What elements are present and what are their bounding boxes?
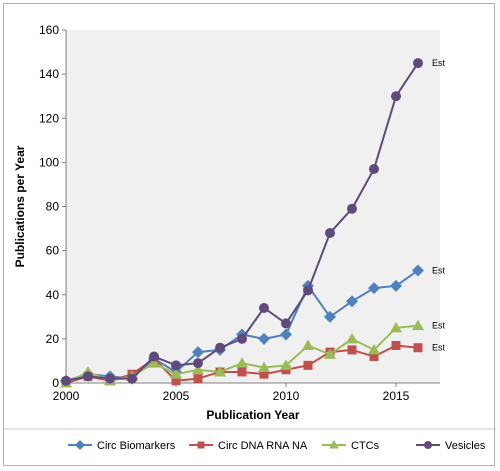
data-point-circ-dna-rna-na: [413, 343, 423, 353]
data-point-vesicles: [61, 375, 71, 386]
y-tick-label: 80: [46, 200, 60, 214]
line-chart: 0 20 40 60 80 100 120 140 160 2000 2005 2010 2015 E…: [4, 23, 496, 452]
data-point-circ-biomarkers: [280, 328, 292, 341]
x-tick-label: 2005: [163, 389, 190, 403]
data-point-circ-dna-rna-na: [347, 345, 357, 355]
data-point-vesicles: [413, 58, 423, 69]
data-point-vesicles: [83, 371, 93, 382]
y-tick-label: 40: [46, 288, 60, 302]
annotation-label: Est: [432, 321, 446, 331]
data-point-circ-dna-rna-na: [237, 367, 247, 377]
data-point-vesicles: [325, 227, 335, 238]
y-tick-label: 60: [46, 244, 60, 258]
data-point-vesicles: [171, 360, 181, 371]
data-point-vesicles: [237, 333, 247, 344]
legend: Circ Biomarkers Circ DNA RNA NA CTCs Vesicl…: [68, 440, 486, 452]
x-tick-label: 2015: [383, 389, 410, 403]
data-point-circ-dna-rna-na: [391, 340, 401, 350]
data-point-ctcs: [368, 343, 380, 355]
y-tick-label: 140: [39, 67, 59, 81]
data-point-circ-dna-rna-na: [259, 369, 269, 379]
data-point-circ-dna-rna-na: [193, 374, 203, 384]
data-point-vesicles: [193, 358, 203, 369]
y-tick-label: 120: [39, 111, 59, 125]
data-point-circ-biomarkers: [412, 264, 424, 277]
x-axis-ticks: 2000 2005 2010 2015: [53, 383, 410, 403]
data-point-ctcs: [302, 339, 314, 350]
x-tick-label: 2010: [273, 389, 300, 403]
annotation-layer: Est Est Est Est: [432, 58, 446, 353]
legend-item: Vesicles: [416, 440, 486, 452]
data-point-ctcs: [236, 357, 248, 368]
data-point-ctcs: [280, 359, 292, 370]
legend-marker: [329, 440, 339, 449]
annotation-label: Est: [432, 265, 446, 275]
legend-label: Vesicles: [445, 440, 486, 452]
plot-area: [66, 30, 440, 383]
annotation-label: Est: [432, 343, 446, 353]
y-axis-ticks: 0 20 40 60 80 100 120 140 160: [39, 23, 66, 390]
legend-item: Circ DNA RNA NA: [189, 440, 308, 452]
data-point-vesicles: [259, 302, 269, 313]
data-point-ctcs: [412, 319, 424, 331]
y-tick-label: 100: [39, 155, 59, 169]
legend-item: CTCs: [322, 440, 380, 452]
x-axis-title: Publication Year: [206, 408, 299, 422]
legend-marker: [75, 440, 85, 450]
data-point-ctcs: [148, 357, 160, 368]
data-point-circ-biomarkers: [368, 282, 380, 295]
data-point-circ-dna-rna-na: [171, 376, 181, 386]
data-point-ctcs: [324, 348, 336, 359]
data-point-circ-biomarkers: [192, 346, 204, 359]
data-point-ctcs: [258, 361, 270, 373]
data-point-vesicles: [105, 373, 115, 384]
annotation-label: Est: [432, 58, 446, 68]
data-point-vesicles: [281, 318, 291, 329]
data-point-ctcs: [390, 321, 402, 333]
series-vesicles: [61, 58, 423, 386]
y-tick-label: 160: [39, 23, 59, 37]
legend-label: Circ Biomarkers: [97, 440, 176, 452]
legend-label: Circ DNA RNA NA: [218, 440, 308, 452]
data-point-vesicles: [303, 285, 313, 296]
data-point-ctcs: [170, 368, 182, 379]
series-layer: [60, 58, 424, 388]
x-tick-label: 2000: [53, 389, 80, 403]
data-point-vesicles: [369, 163, 379, 174]
data-point-ctcs: [346, 332, 358, 344]
data-point-vesicles: [347, 203, 357, 214]
data-point-circ-biomarkers: [258, 332, 270, 345]
data-point-vesicles: [215, 342, 225, 353]
data-point-circ-dna-rna-na: [369, 352, 379, 362]
legend-marker: [424, 441, 432, 449]
y-tick-label: 20: [46, 332, 60, 346]
legend-marker: [197, 441, 205, 449]
chart-frame: 0 20 40 60 80 100 120 140 160 2000 2005 2010 2015 E…: [3, 3, 496, 466]
data-point-vesicles: [127, 373, 137, 384]
data-point-vesicles: [149, 351, 159, 362]
data-point-circ-biomarkers: [324, 310, 336, 323]
y-axis-title: Publications per Year: [13, 145, 27, 267]
y-tick-label: 0: [52, 376, 59, 390]
data-point-ctcs: [214, 365, 226, 377]
data-point-circ-biomarkers: [346, 295, 358, 308]
data-point-circ-dna-rna-na: [303, 360, 313, 370]
legend-item: Circ Biomarkers: [68, 440, 176, 452]
data-point-circ-biomarkers: [390, 279, 402, 292]
data-point-ctcs: [192, 363, 204, 375]
data-point-vesicles: [391, 91, 401, 102]
legend-label: CTCs: [351, 440, 380, 452]
